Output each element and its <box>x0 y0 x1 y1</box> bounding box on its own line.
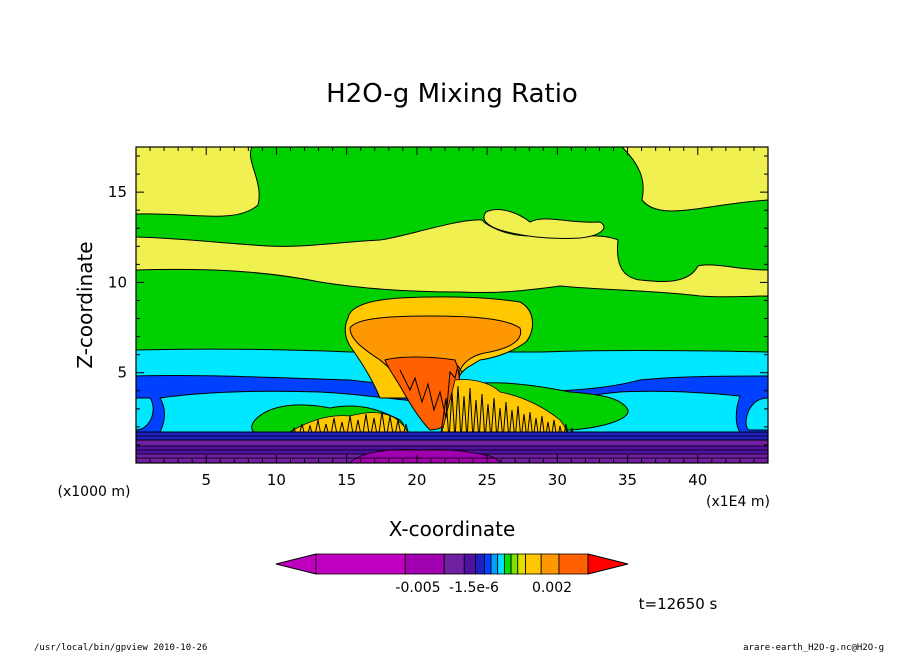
colorbar-swatch <box>525 553 542 575</box>
colorbar-swatch <box>463 553 476 575</box>
contour-field <box>136 147 768 463</box>
x-tick-label: 40 <box>688 471 707 489</box>
colorbar-swatch <box>517 553 526 575</box>
plot-frame <box>135 146 769 464</box>
colorbar-swatch <box>404 553 445 575</box>
x-unit-note: (x1E4 m) <box>706 494 770 510</box>
colorbar-swatch <box>483 553 492 575</box>
x-tick-label: 10 <box>267 471 286 489</box>
colorbar-swatch <box>540 553 560 575</box>
colorbar-swatch <box>443 553 465 575</box>
chart-title: H2O-g Mixing Ratio <box>326 79 578 109</box>
footer-right: arare-earth_H2O-g.nc@H2O-g <box>743 643 884 653</box>
colorbar-arrow-left <box>275 553 317 575</box>
y-tick-label: 5 <box>117 364 127 382</box>
colorbar-tick-label: -1.5e-6 <box>449 580 499 596</box>
colorbar-swatch <box>490 553 499 575</box>
colorbar-tick-label: -0.005 <box>395 580 440 596</box>
x-tick-label: 30 <box>548 471 567 489</box>
region-surface-magenta <box>349 449 501 463</box>
x-tick-label: 15 <box>337 471 356 489</box>
colorbar-tick-label: 0.002 <box>532 580 572 596</box>
region-yellow-patch <box>483 208 605 240</box>
colorbar-arrow-right <box>587 553 629 575</box>
colorbar-swatch <box>510 553 519 575</box>
x-tick-label: 20 <box>407 471 426 489</box>
x-tick-label: 35 <box>618 471 637 489</box>
colorbar: -0.005 -1.5e-6 0.002 <box>275 553 629 596</box>
colorbar-swatch <box>503 553 512 575</box>
y-axis-label: Z-coordinate <box>73 241 97 368</box>
x-axis-label: X-coordinate <box>389 517 516 541</box>
footer-left: /usr/local/bin/gpview 2010-10-26 <box>34 643 207 653</box>
y-tick-label: 10 <box>108 273 127 291</box>
time-label: t=12650 s <box>639 595 718 613</box>
x-tick-label: 5 <box>201 471 211 489</box>
colorbar-swatch <box>497 553 505 575</box>
x-tick-label: 25 <box>478 471 497 489</box>
colorbar-swatch <box>475 553 485 575</box>
x-axis: 5 10 15 20 25 30 35 40 <box>149 147 755 489</box>
y-unit-note: (x1000 m) <box>58 484 131 500</box>
y-tick-label: 15 <box>108 183 127 201</box>
surface-contour-lines <box>136 435 768 459</box>
colorbar-swatch <box>315 553 406 575</box>
colorbar-swatch <box>558 553 589 575</box>
y-axis: 5 10 15 <box>108 155 768 446</box>
